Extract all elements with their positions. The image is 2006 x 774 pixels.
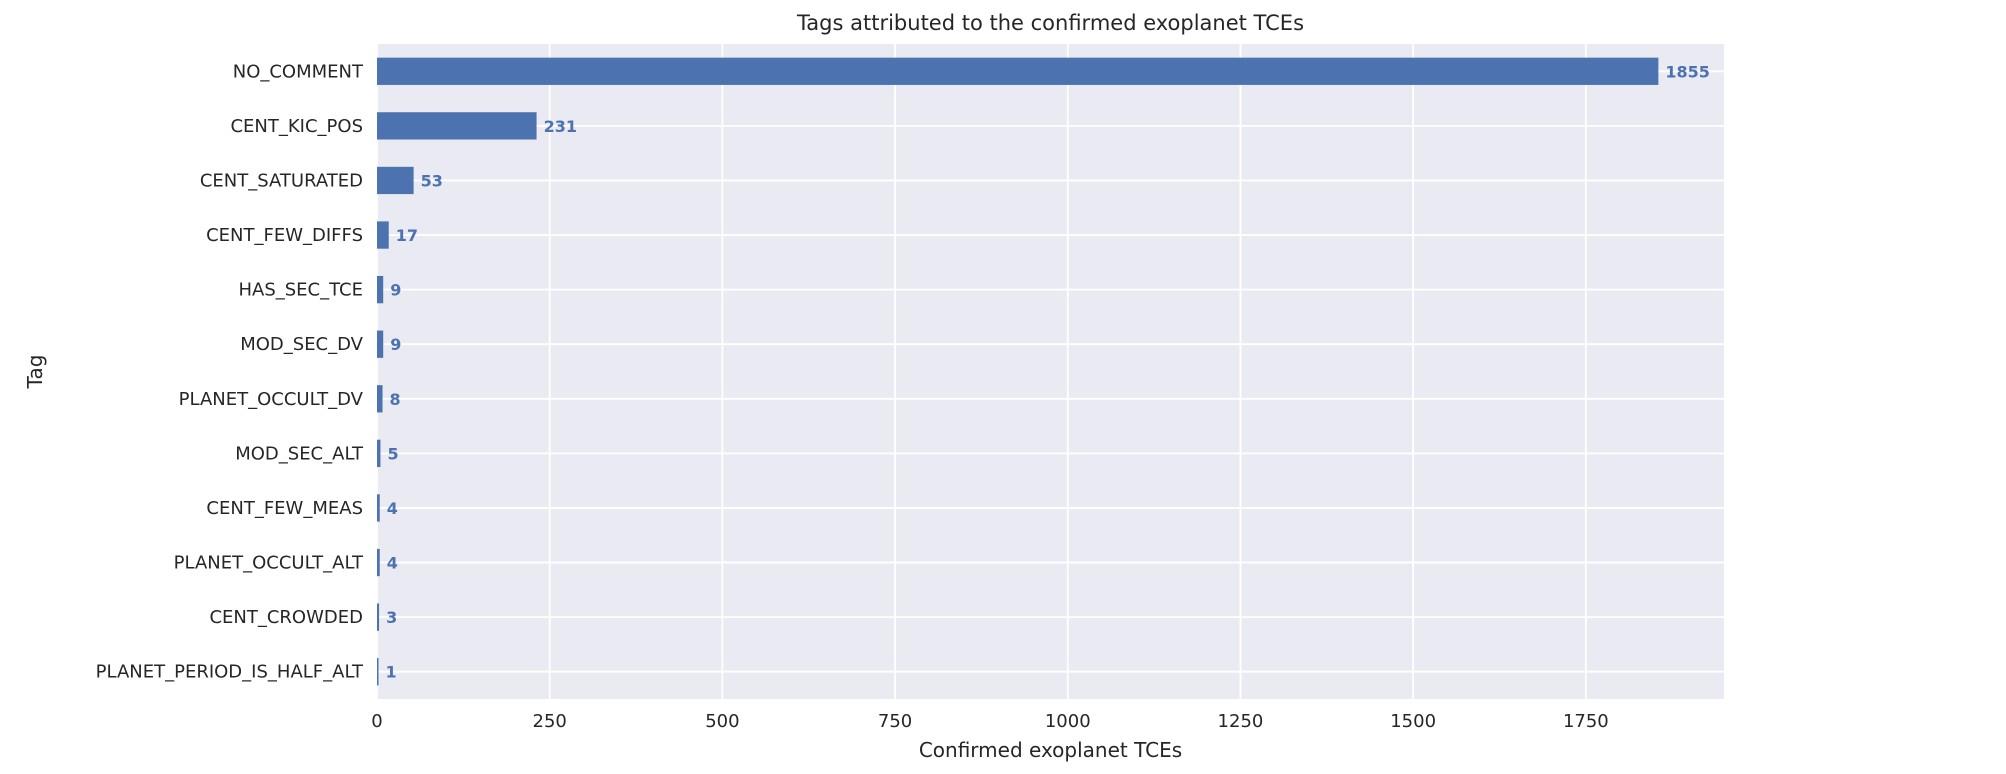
y-tick-label: MOD_SEC_ALT <box>235 443 364 464</box>
bar <box>377 439 381 468</box>
grid <box>376 44 1724 699</box>
data-label: 1 <box>386 663 397 682</box>
y-tick-label: CENT_KIC_POS <box>230 116 363 137</box>
x-tick-label: 1000 <box>1045 711 1091 732</box>
chart-title: Tags attributed to the confirmed exoplan… <box>796 11 1304 35</box>
y-tick-label: NO_COMMENT <box>233 61 364 82</box>
bar <box>377 330 384 358</box>
bar <box>377 385 383 413</box>
bar <box>377 166 414 195</box>
x-tick-label: 250 <box>533 711 567 732</box>
y-tick-label: HAS_SEC_TCE <box>238 280 363 301</box>
bar <box>377 548 380 577</box>
y-tick-label: PLANET_OCCULT_DV <box>179 389 364 410</box>
data-label: 5 <box>387 444 398 463</box>
bar <box>377 221 389 249</box>
data-label: 53 <box>421 171 443 190</box>
y-tick-label: CENT_FEW_DIFFS <box>206 225 363 246</box>
data-label: 231 <box>544 117 577 136</box>
y-tick-label: PLANET_OCCULT_ALT <box>174 553 364 574</box>
x-tick-label: 1750 <box>1563 711 1609 732</box>
bar <box>377 494 380 522</box>
y-tick-label: PLANET_PERIOD_IS_HALF_ALT <box>96 662 364 683</box>
plot-background <box>377 44 1724 699</box>
data-label: 17 <box>396 226 418 245</box>
bar <box>377 112 537 140</box>
x-tick-label: 0 <box>371 711 382 732</box>
data-label: 4 <box>387 499 398 518</box>
bar <box>377 658 379 686</box>
x-tick-label: 500 <box>705 711 739 732</box>
data-label: 9 <box>390 335 401 354</box>
data-label: 1855 <box>1665 62 1710 81</box>
bar <box>377 275 384 304</box>
y-axis-label: Tag <box>23 355 47 390</box>
data-label: 3 <box>386 608 397 627</box>
y-tick-label: CENT_SATURATED <box>200 170 363 191</box>
y-tick-label: MOD_SEC_DV <box>240 334 363 355</box>
x-axis-label: Confirmed exoplanet TCEs <box>919 738 1182 762</box>
y-tick-label: CENT_CROWDED <box>209 607 363 628</box>
data-label: 9 <box>390 281 401 300</box>
x-tick-label: 1250 <box>1218 711 1264 732</box>
bars <box>377 57 1659 686</box>
x-tick-labels: 0 250 500 750 1000 1250 1500 1750 <box>371 711 1608 732</box>
y-tick-labels: NO_COMMENT CENT_KIC_POS CENT_SATURATED CENT… <box>96 61 364 682</box>
data-labels: 1855 231 53 17 9 9 8 5 4 4 3 1 <box>386 62 1710 681</box>
y-tick-label: CENT_FEW_MEAS <box>206 498 363 519</box>
data-label: 4 <box>387 554 398 573</box>
bar <box>377 603 380 631</box>
bar <box>377 57 1659 85</box>
x-tick-label: 750 <box>878 711 912 732</box>
data-label: 8 <box>390 390 401 409</box>
x-tick-label: 1500 <box>1390 711 1436 732</box>
